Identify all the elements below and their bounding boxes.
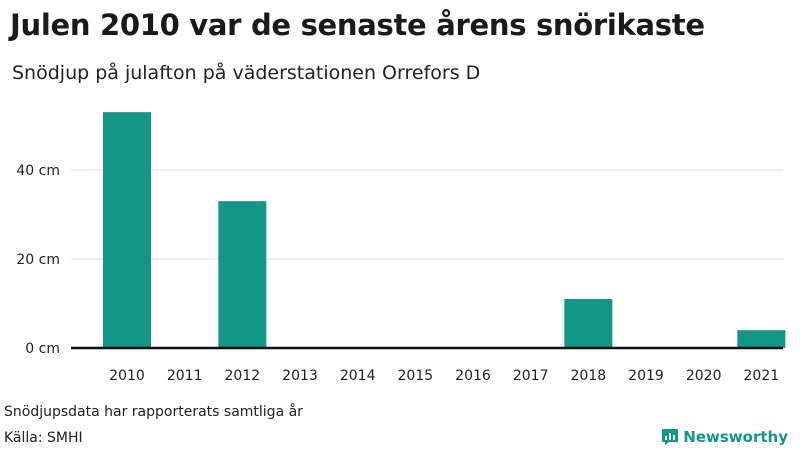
bar [218, 201, 267, 348]
chart-subtitle: Snödjup på julafton på väderstationen Or… [12, 62, 481, 84]
bar-chart: 0 cm 20 cm 40 cm 2010 2011 2012 2013 2014 2015 20… [16, 112, 786, 384]
x-tick-label: 2018 [571, 368, 607, 384]
x-tick-label: 2013 [282, 368, 318, 384]
bar [103, 112, 151, 349]
bar [737, 330, 786, 348]
x-tick-label: 2012 [225, 368, 261, 384]
footer-note: Snödjupsdata har rapporterats samtliga å… [4, 404, 303, 420]
brand-logo: Newsworthy [661, 428, 788, 446]
x-tick-label: 2017 [513, 368, 549, 384]
newsworthy-logo-icon [662, 429, 679, 445]
bar [564, 299, 613, 348]
x-tick-label: 2016 [455, 368, 491, 384]
y-tick-label: 20 cm [16, 252, 60, 268]
x-tick-label: 2015 [398, 368, 434, 384]
x-tick-label: 2010 [109, 368, 145, 384]
y-tick-label: 0 cm [25, 341, 60, 357]
footer-source: Källa: SMHI [4, 430, 83, 446]
chart-title: Julen 2010 var de senaste årens snörikas… [10, 8, 705, 42]
y-tick-label: 40 cm [16, 163, 60, 179]
x-tick-label: 2019 [628, 368, 664, 384]
x-tick-label: 2011 [167, 368, 203, 384]
x-tick-label: 2020 [686, 368, 722, 384]
x-tick-label: 2014 [340, 368, 376, 384]
x-tick-label: 2021 [744, 368, 780, 384]
brand-name: Newsworthy [683, 428, 788, 446]
